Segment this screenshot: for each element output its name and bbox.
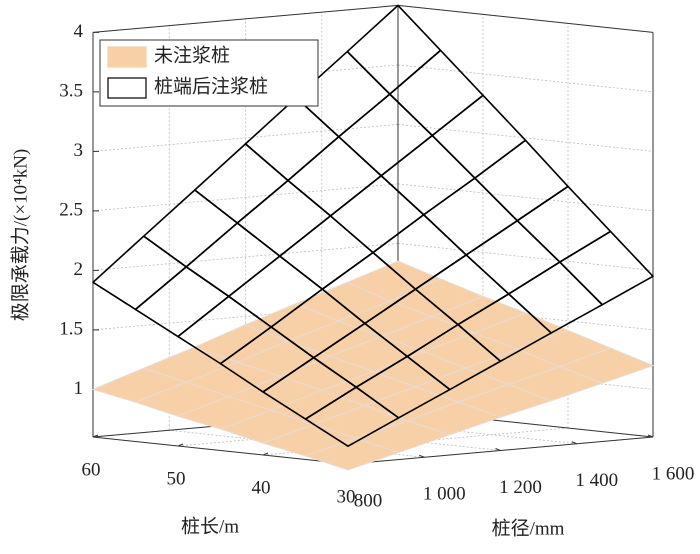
- wireframe-cell: [380, 134, 476, 216]
- y-tick-label: 50: [167, 468, 186, 489]
- legend-label: 未注浆桩: [154, 44, 230, 66]
- wireframe-cell: [465, 219, 561, 295]
- wireframe-cell: [431, 94, 527, 179]
- x-tick: [647, 434, 654, 438]
- wireframe-cell: [92, 235, 188, 311]
- z-tick-label: 4: [74, 21, 84, 42]
- x-tick-label: 1 200: [499, 477, 542, 498]
- grid-line: [397, 243, 654, 271]
- x-tick: [495, 448, 501, 451]
- wireframe-cell: [388, 49, 484, 137]
- x-tick-label: 1 600: [652, 463, 695, 484]
- legend-swatch: [107, 77, 147, 99]
- wireframe-cell: [346, 4, 442, 95]
- wireframe-cell: [142, 189, 239, 268]
- z-tick-label: 2: [74, 259, 84, 280]
- wireframe-cell: [473, 139, 569, 222]
- surface-cell: [559, 347, 654, 384]
- x-tick: [419, 454, 425, 458]
- z-tick-label: 1: [74, 378, 84, 399]
- wireframe-cell: [244, 96, 340, 182]
- grid-line: [92, 243, 399, 271]
- x-tick-label: 800: [354, 490, 383, 511]
- grid-line: [92, 183, 399, 212]
- z-tick-label: 3.5: [59, 80, 83, 101]
- y-tick: [92, 434, 99, 438]
- wireframe-cell: [134, 266, 230, 338]
- grid-line: [92, 302, 399, 331]
- y-tick-label: 40: [252, 477, 271, 498]
- wireframe-cell: [558, 230, 654, 306]
- axis-line: [397, 4, 654, 33]
- y-tick: [177, 443, 184, 447]
- x-tick-label: 1 400: [575, 470, 618, 491]
- z-tick-label: 3: [74, 140, 84, 161]
- wireframe-cell: [422, 177, 519, 256]
- wireframe-cell: [287, 135, 383, 217]
- wireframe-cell: [236, 179, 332, 257]
- wireframe-cell: [337, 93, 434, 177]
- z-tick-label: 1.5: [59, 318, 83, 339]
- grid-line: [397, 64, 654, 93]
- x-tick: [571, 441, 577, 445]
- y-tick-label: 30: [337, 486, 356, 507]
- y-tick-label: 60: [82, 459, 101, 480]
- y-tick: [262, 452, 269, 456]
- legend-swatch: [107, 46, 147, 68]
- y-axis-title: 桩长/m: [181, 515, 239, 537]
- z-tick-label: 2.5: [59, 199, 83, 220]
- axis-line: [92, 4, 399, 33]
- wireframe-cell: [329, 174, 425, 254]
- wireframe-cell: [193, 143, 289, 224]
- grid-line: [397, 183, 654, 212]
- wireframe-cell: [185, 222, 281, 298]
- legend-label: 桩端后注浆桩: [154, 75, 268, 97]
- axis-line: [92, 436, 349, 465]
- x-axis-title: 桩径/mm: [492, 517, 565, 539]
- grid-line: [397, 124, 654, 152]
- x-tick-label: 1 000: [423, 484, 466, 505]
- z-axis-title: 极限承载力/(×10⁴kN): [9, 149, 31, 322]
